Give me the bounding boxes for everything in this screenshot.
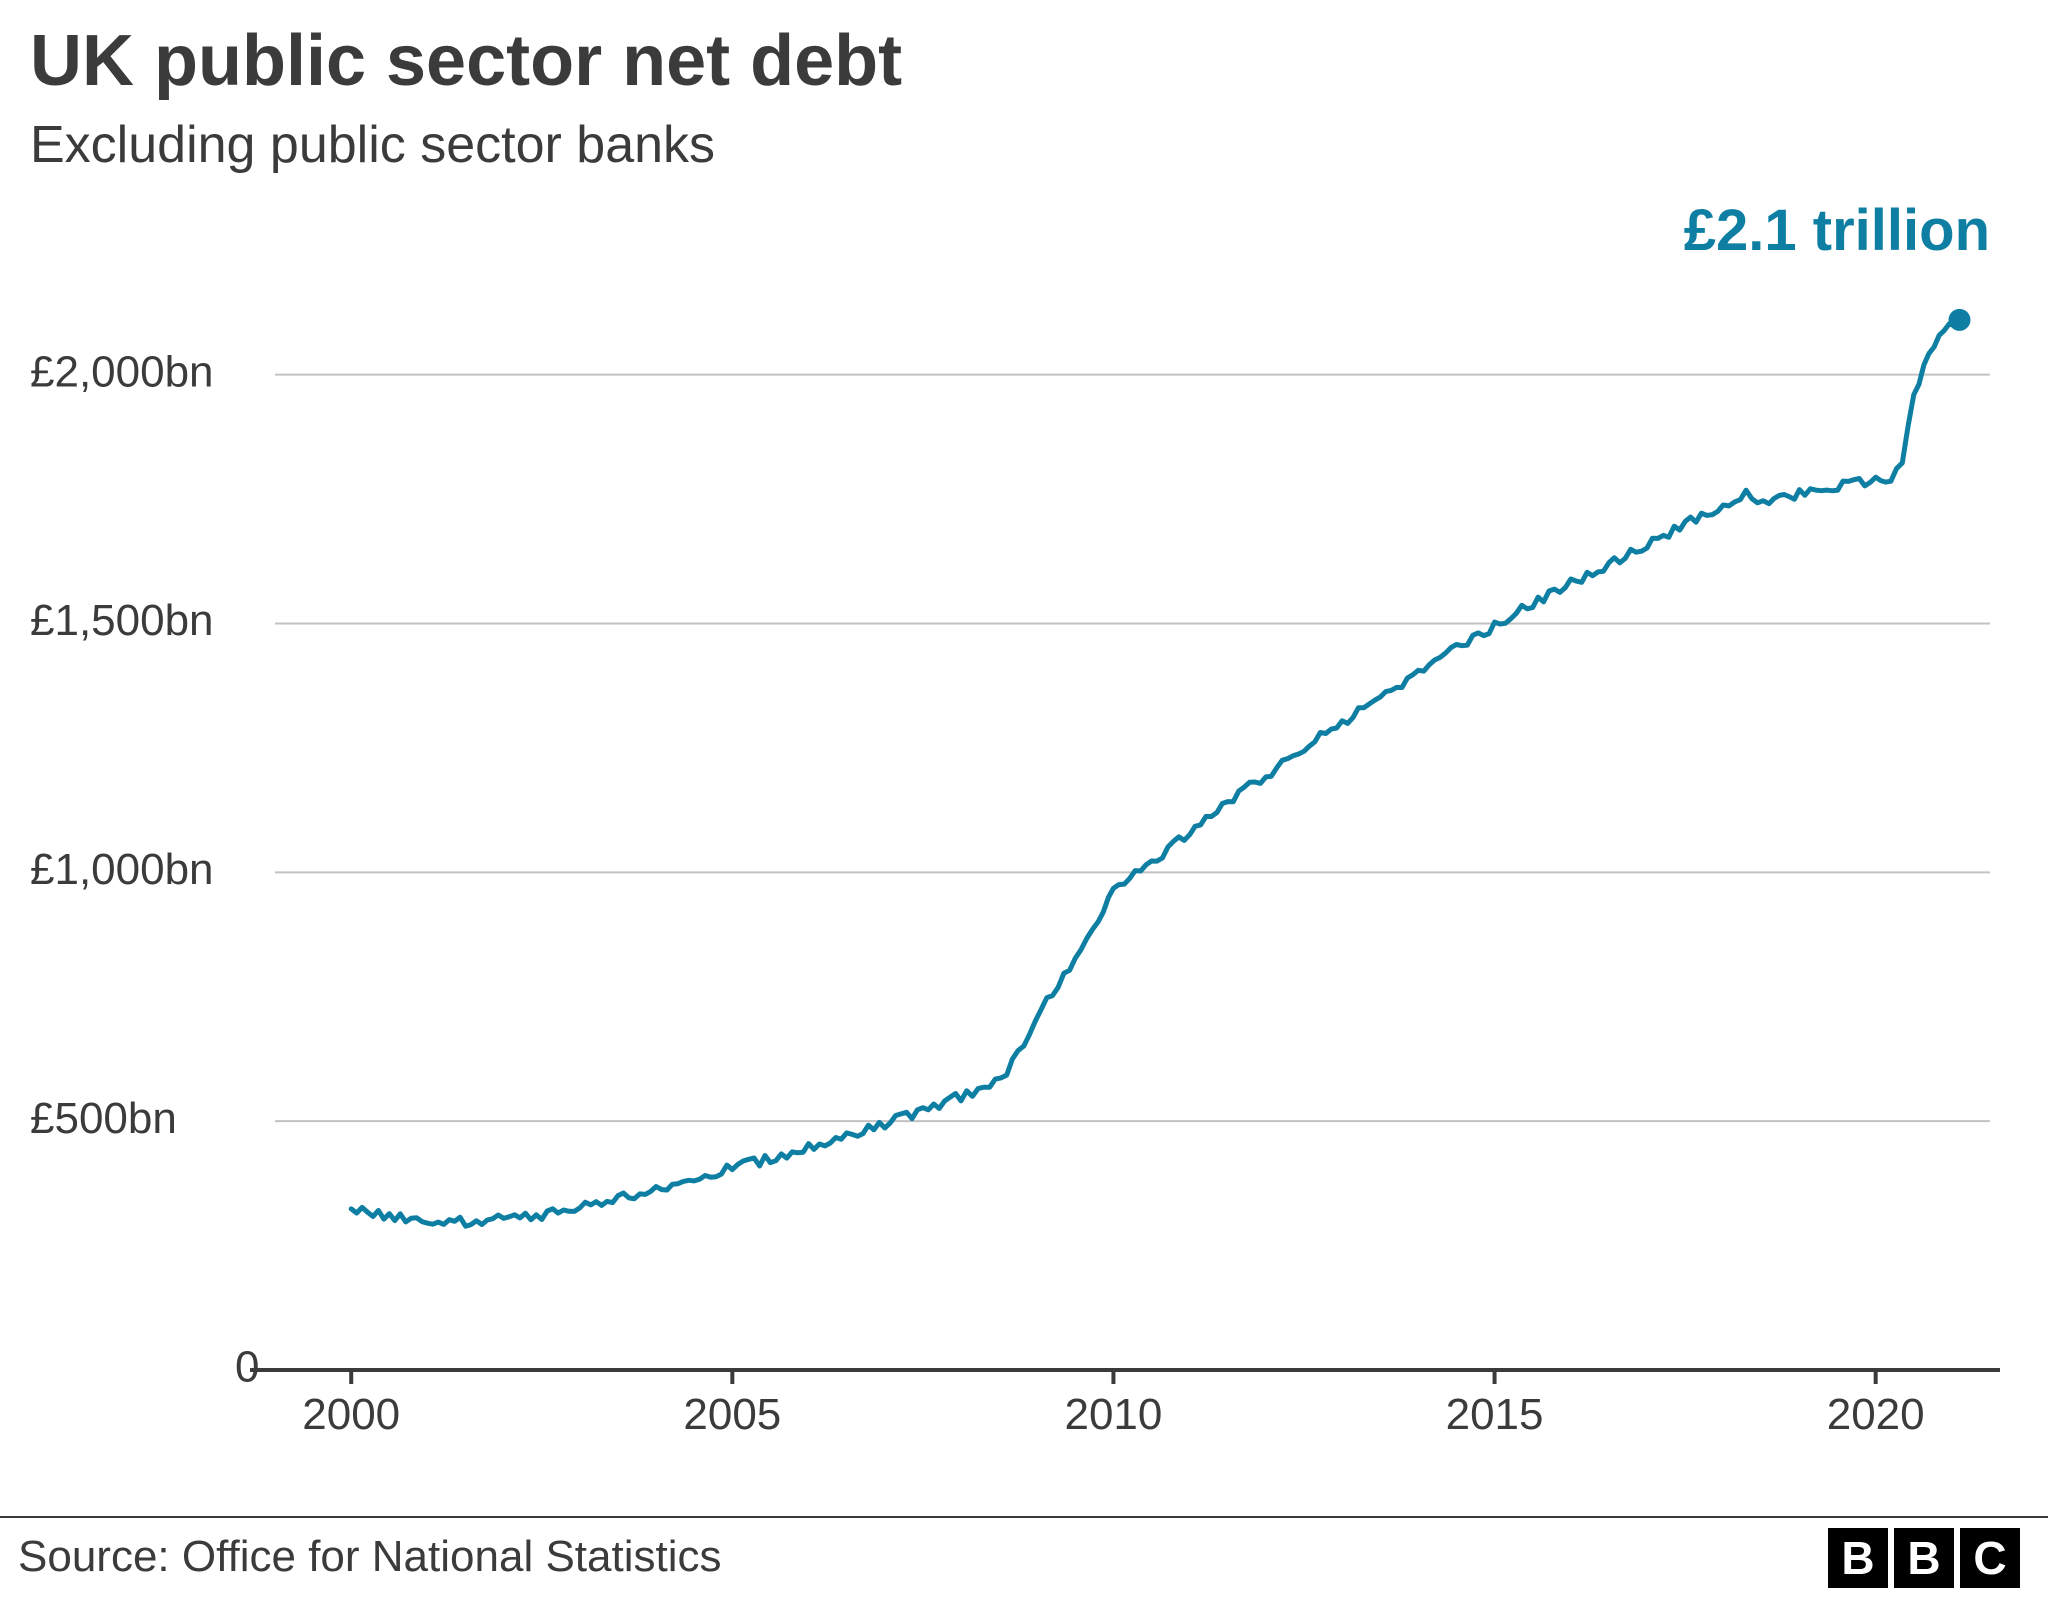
bbc-logo: B B C xyxy=(1828,1528,2020,1588)
gridlines xyxy=(275,375,1990,1122)
svg-text:£1,500bn: £1,500bn xyxy=(30,596,214,645)
svg-text:2005: 2005 xyxy=(683,1390,781,1439)
svg-text:£500bn: £500bn xyxy=(30,1094,177,1143)
svg-text:£2,000bn: £2,000bn xyxy=(30,347,214,396)
bbc-logo-letter: B xyxy=(1828,1528,1888,1588)
line-chart: 0 £500bn £1,000bn £1,500bn £2,000bn 2000 2005… xyxy=(0,0,2048,1600)
svg-text:2010: 2010 xyxy=(1064,1390,1162,1439)
svg-text:2000: 2000 xyxy=(302,1390,400,1439)
series-end-marker xyxy=(1949,309,1971,331)
end-value-annotation: £2.1 trillion xyxy=(1684,198,1990,263)
debt-series-line xyxy=(351,320,1959,1226)
svg-text:£1,000bn: £1,000bn xyxy=(30,845,214,894)
svg-text:0: 0 xyxy=(235,1343,259,1392)
y-axis-labels: 0 £500bn £1,000bn £1,500bn £2,000bn xyxy=(30,347,259,1391)
chart-container: { "title": "UK public sector net debt", … xyxy=(0,0,2048,1600)
x-axis: 2000 2005 2010 2015 2020 xyxy=(250,1370,2000,1439)
source-attribution: Source: Office for National Statistics xyxy=(18,1532,721,1582)
bbc-logo-letter: B xyxy=(1894,1528,1954,1588)
svg-text:2020: 2020 xyxy=(1827,1390,1925,1439)
bbc-logo-letter: C xyxy=(1960,1528,2020,1588)
footer-divider xyxy=(0,1516,2048,1518)
svg-text:2015: 2015 xyxy=(1446,1390,1544,1439)
